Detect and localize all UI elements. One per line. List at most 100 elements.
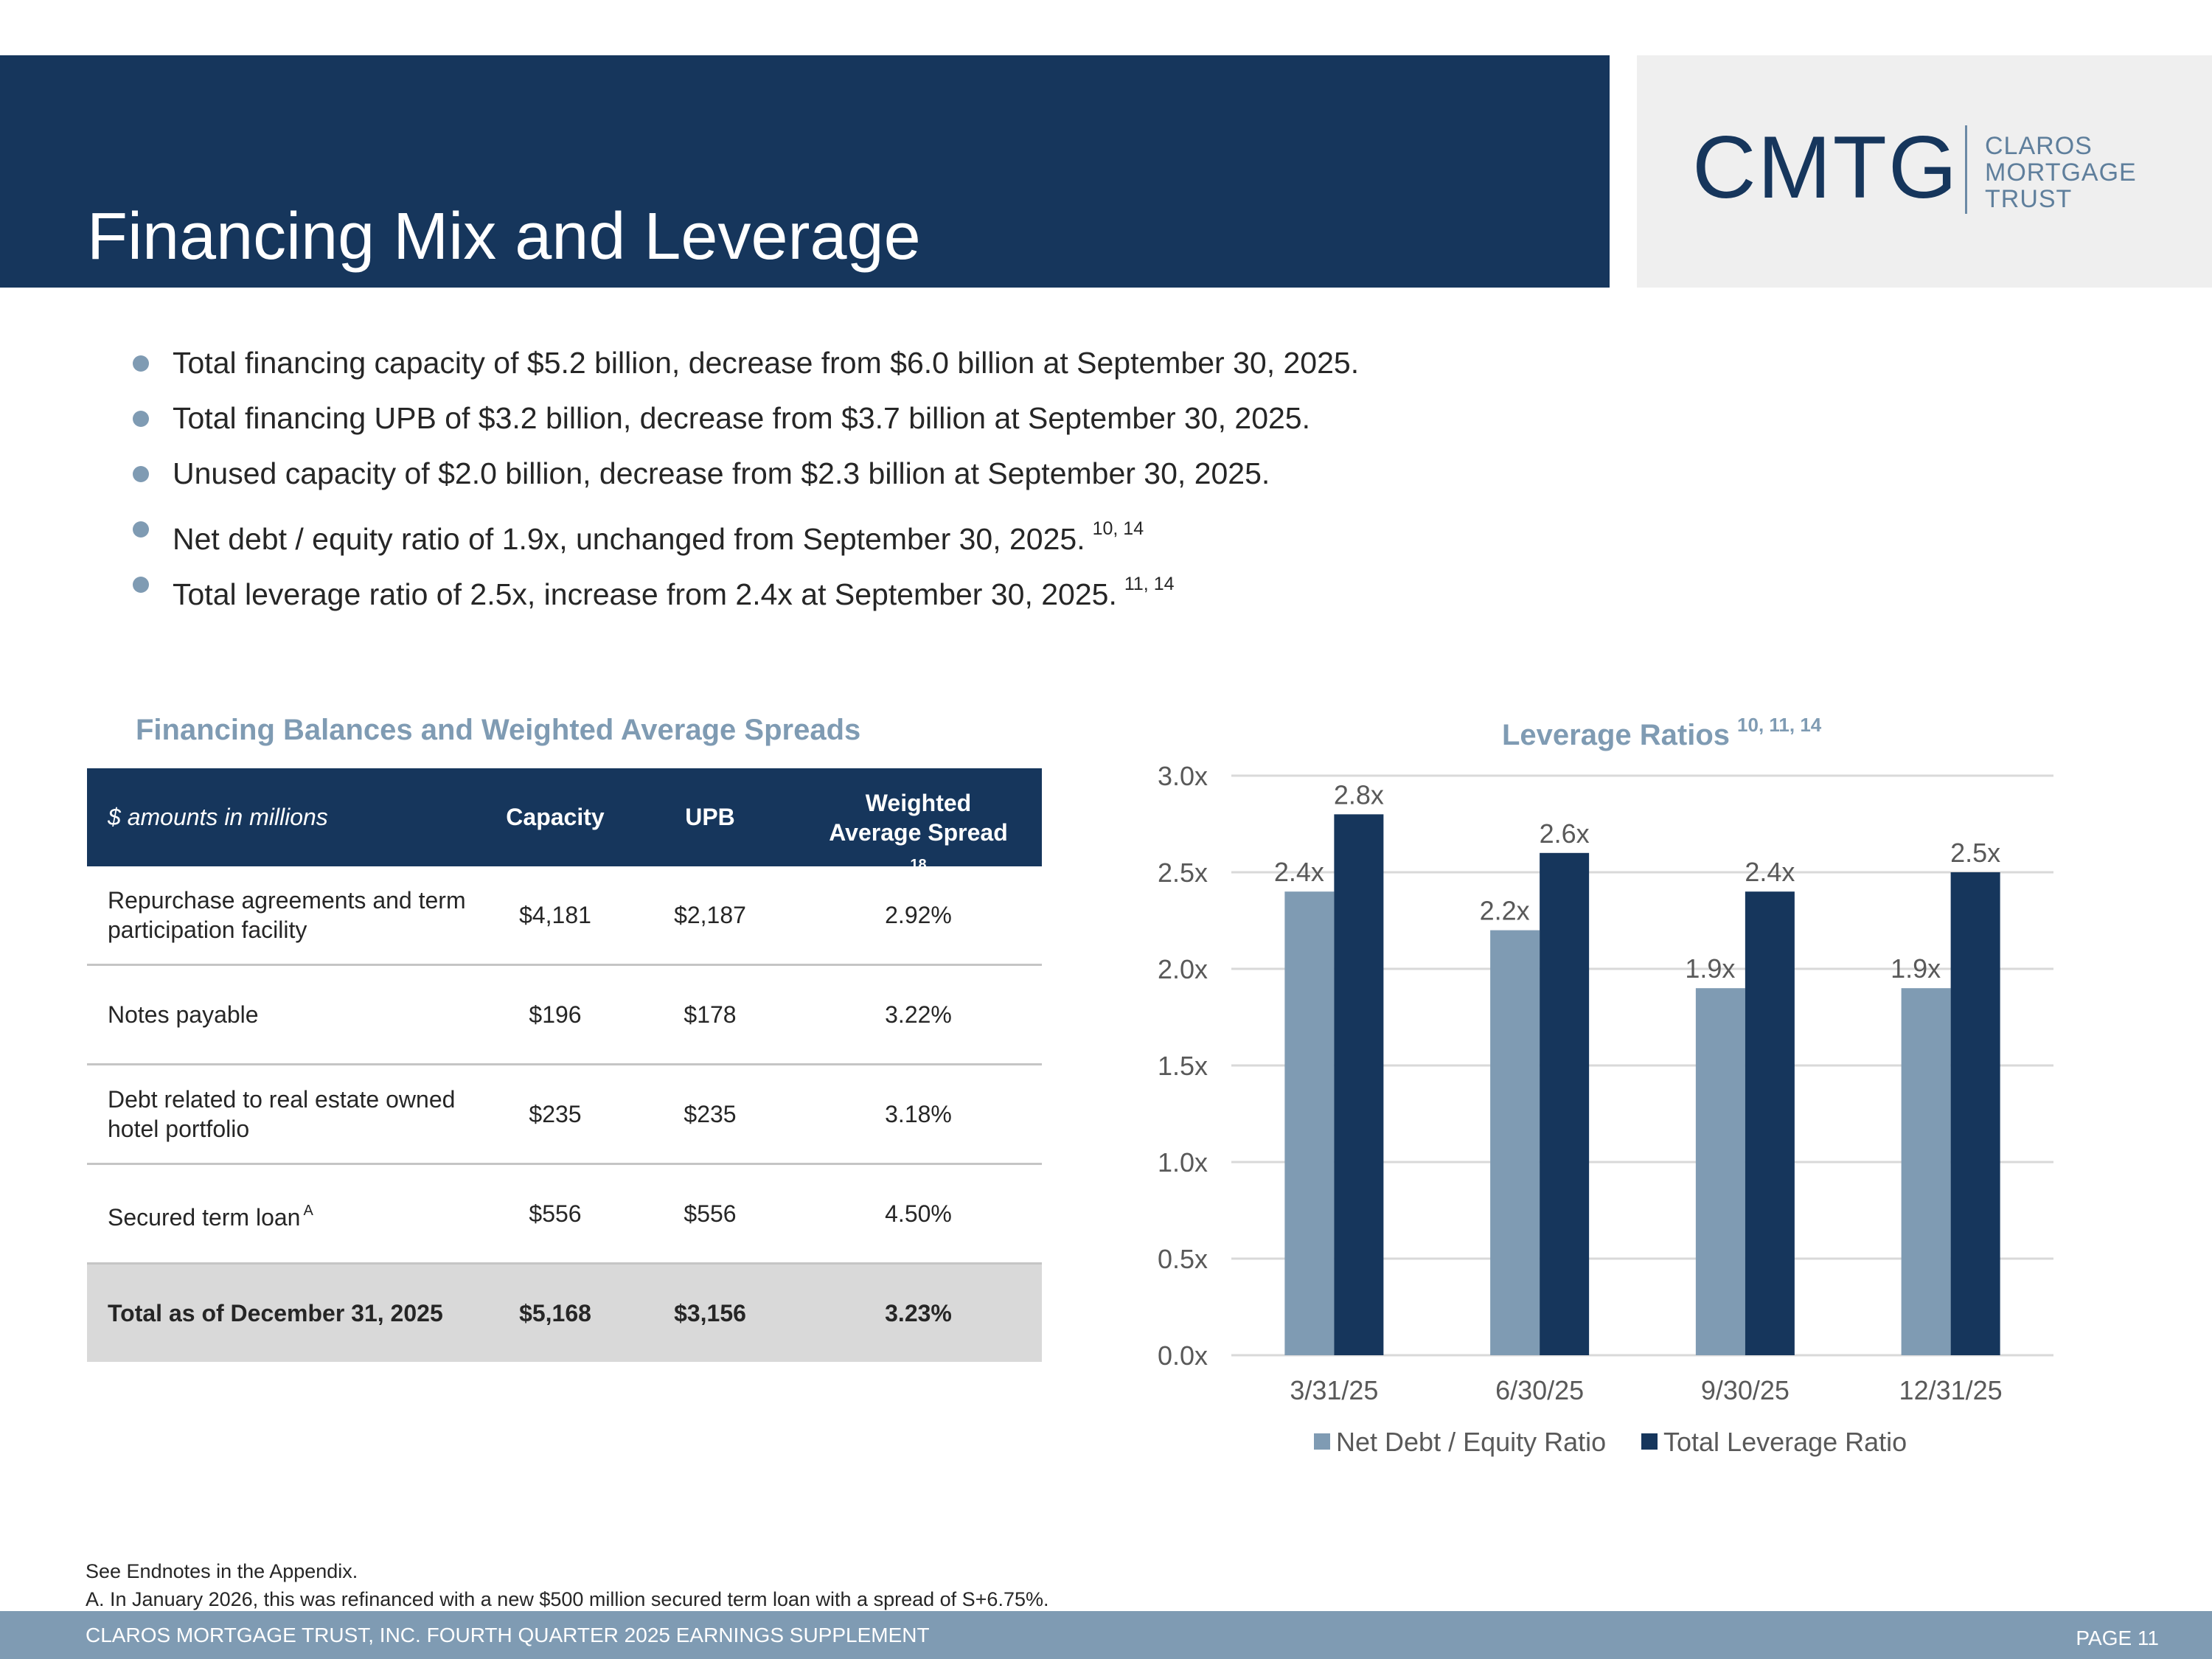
footnote-a: A. In January 2026, this was refinanced …	[86, 1588, 1049, 1610]
cell-upb: $556	[625, 1164, 795, 1265]
data-label: 2.4x	[1745, 857, 1795, 887]
data-label: 2.2x	[1480, 896, 1530, 926]
cell-upb: $235	[625, 1064, 795, 1165]
bar	[1695, 988, 1745, 1355]
bullet-dot-icon	[133, 521, 149, 538]
row-label: Debt related to real estate owned hotel …	[87, 1064, 485, 1165]
x-tick-label: 6/30/25	[1495, 1375, 1584, 1405]
data-label: 1.9x	[1685, 953, 1735, 984]
logo-mark: CMTG	[1692, 118, 1959, 217]
logo-line-3: TRUST	[1985, 185, 2073, 213]
cell-spread: 3.22%	[795, 964, 1042, 1065]
data-label: 2.6x	[1540, 818, 1590, 849]
bullet-item: Unused capacity of $2.0 billion, decreas…	[133, 451, 1359, 507]
financing-table: $ amounts in millions Capacity UPB Weigh…	[87, 768, 1042, 1362]
bullet-text: Net debt / equity ratio of 1.9x, unchang…	[173, 522, 1085, 556]
column-header-label: $ amounts in millions	[87, 768, 485, 866]
logo-divider	[1965, 125, 1967, 214]
bar	[1901, 988, 1951, 1355]
column-header-capacity: Capacity	[485, 768, 625, 866]
cell-capacity: $4,181	[485, 866, 625, 966]
data-label: 1.9x	[1891, 953, 1941, 984]
row-label-line-1: Secured term loan	[108, 1203, 301, 1231]
data-label: 2.8x	[1334, 779, 1384, 810]
bar	[1284, 891, 1335, 1355]
row-label-line-1: Debt related to real estate owned	[108, 1086, 456, 1113]
chart-title-footnote-ref: 10, 11, 14	[1737, 714, 1822, 736]
cell-capacity: $235	[485, 1064, 625, 1165]
cell-upb: $178	[625, 964, 795, 1065]
bar	[1745, 891, 1795, 1355]
footnote-endnotes: See Endnotes in the Appendix.	[86, 1560, 358, 1582]
data-label: 2.5x	[1950, 838, 2000, 868]
table-total-row: Total as of December 31, 2025 $5,168 $3,…	[87, 1263, 1042, 1362]
bullet-text: Total leverage ratio of 2.5x, increase f…	[173, 577, 1117, 611]
cell-capacity: $556	[485, 1164, 625, 1265]
table-row: Debt related to real estate owned hotel …	[87, 1064, 1042, 1165]
total-upb: $3,156	[625, 1263, 795, 1362]
cell-spread: 4.50%	[795, 1164, 1042, 1265]
y-tick-label: 1.5x	[1158, 1051, 1208, 1081]
logo-wordmark: CLAROS MORTGAGE TRUST	[1985, 133, 2137, 212]
total-spread: 3.23%	[795, 1263, 1042, 1362]
row-label-line-2: hotel portfolio	[108, 1116, 250, 1142]
total-label: Total as of December 31, 2025	[87, 1263, 485, 1362]
row-label: Notes payable	[87, 964, 485, 1065]
bar	[1490, 930, 1540, 1355]
spread-header-footnote-ref: 18	[910, 856, 927, 873]
logo-line-2: MORTGAGE	[1985, 159, 2137, 187]
x-tick-label: 12/31/25	[1899, 1375, 2003, 1405]
bullet-dot-icon	[133, 355, 149, 372]
row-label-line-1: Notes payable	[108, 1001, 259, 1028]
x-tick-label: 3/31/25	[1290, 1375, 1378, 1405]
y-tick-label: 1.0x	[1158, 1147, 1208, 1178]
bullet-item: Net debt / equity ratio of 1.9x, unchang…	[133, 507, 1359, 562]
row-label-line-1: Repurchase agreements and term	[108, 887, 466, 914]
y-tick-label: 0.5x	[1158, 1244, 1208, 1274]
table-header-row: $ amounts in millions Capacity UPB Weigh…	[87, 768, 1042, 873]
y-tick-label: 2.5x	[1158, 858, 1208, 888]
bullet-dot-icon	[133, 411, 149, 427]
y-tick-label: 3.0x	[1158, 761, 1208, 791]
table-title: Financing Balances and Weighted Average …	[136, 714, 861, 746]
bar	[1950, 872, 2000, 1355]
bullet-dot-icon	[133, 466, 149, 482]
page-number: PAGE 11	[2076, 1627, 2159, 1649]
page-title: Financing Mix and Leverage	[87, 200, 921, 274]
table-row: Secured term loan A $556 $556 4.50%	[87, 1164, 1042, 1265]
row-footnote-ref: A	[303, 1202, 313, 1219]
bar	[1334, 814, 1384, 1355]
legend-label: Total Leverage Ratio	[1663, 1427, 1907, 1457]
bullet-footnote-ref: 10, 14	[1092, 518, 1144, 539]
chart-title-text: Leverage Ratios	[1502, 719, 1731, 751]
cell-spread: 3.18%	[795, 1064, 1042, 1165]
bullet-item: Total financing UPB of $3.2 billion, dec…	[133, 396, 1359, 451]
row-label-line-2: participation facility	[108, 917, 307, 943]
legend-label: Net Debt / Equity Ratio	[1336, 1427, 1606, 1457]
x-tick-label: 9/30/25	[1701, 1375, 1790, 1405]
footer-bar: CLAROS MORTGAGE TRUST, INC. FOURTH QUART…	[0, 1611, 2212, 1659]
bullet-text: Unused capacity of $2.0 billion, decreas…	[173, 456, 1270, 490]
legend-swatch	[1641, 1433, 1658, 1450]
data-label: 2.4x	[1274, 857, 1324, 887]
legend-swatch	[1314, 1433, 1330, 1450]
table-row: Repurchase agreements and term participa…	[87, 866, 1042, 966]
key-points-list: Total financing capacity of $5.2 billion…	[133, 341, 1359, 617]
cell-upb: $2,187	[625, 866, 795, 966]
logo: CMTG CLAROS MORTGAGE TRUST	[1637, 55, 2212, 288]
cell-capacity: $196	[485, 964, 625, 1065]
column-header-spread: Weighted Average Spread 18	[795, 768, 1042, 873]
y-tick-label: 2.0x	[1158, 954, 1208, 984]
bullet-item: Total leverage ratio of 2.5x, increase f…	[133, 562, 1359, 617]
bar	[1540, 852, 1590, 1355]
row-label: Secured term loan A	[87, 1164, 485, 1265]
footer-company-text: CLAROS MORTGAGE TRUST, INC. FOURTH QUART…	[86, 1624, 930, 1646]
chart-title: Leverage Ratios 10, 11, 14	[1502, 714, 1821, 752]
bullet-footnote-ref: 11, 14	[1124, 574, 1175, 594]
bullet-dot-icon	[133, 577, 149, 593]
leverage-ratio-chart: 0.0x 0.5x 1.0x 1.5x 2.0x 2.5x 3.0x 2.4x 2.8x 3/31…	[1158, 761, 2053, 1457]
column-header-upb: UPB	[625, 768, 795, 866]
spread-header-line-2: Average Spread	[829, 818, 1008, 846]
bullet-text: Total financing UPB of $3.2 billion, dec…	[173, 401, 1310, 435]
y-tick-label: 0.0x	[1158, 1340, 1208, 1371]
